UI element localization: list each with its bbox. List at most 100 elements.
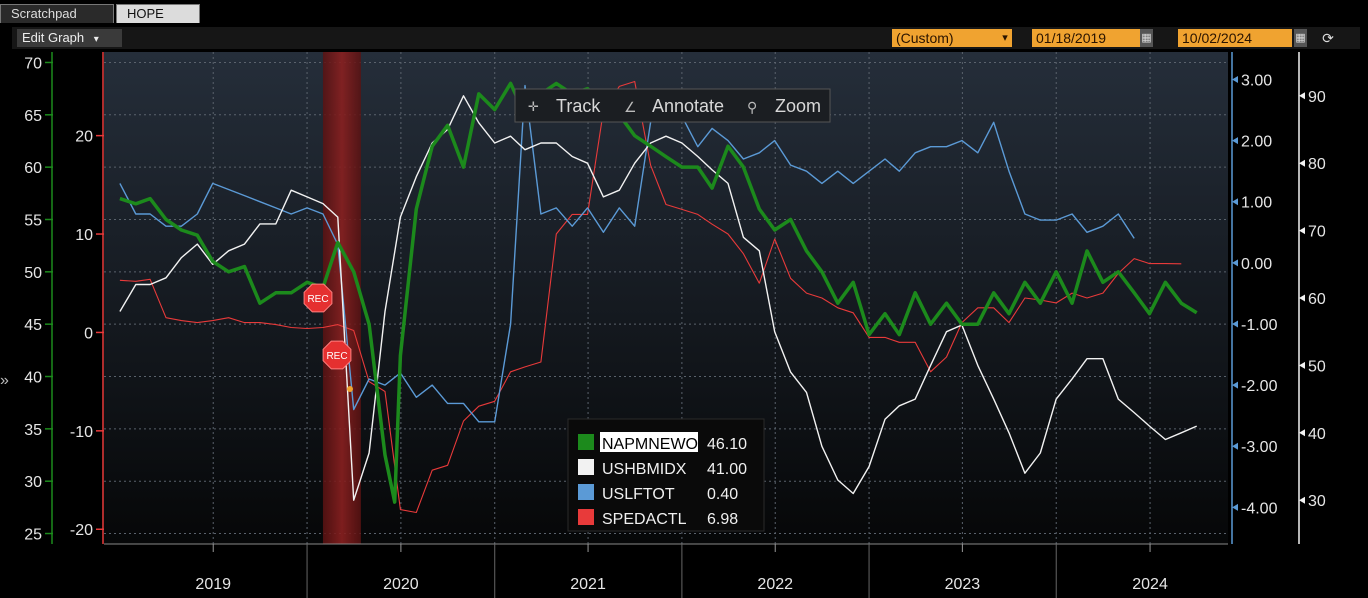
annotate-label: Annotate bbox=[652, 96, 724, 116]
y-tick bbox=[1232, 259, 1238, 267]
tab-hope[interactable]: HOPE bbox=[116, 4, 200, 23]
track-button[interactable]: ✛ Track bbox=[528, 96, 601, 116]
y-tick bbox=[1232, 381, 1238, 389]
y-tick-label: 0.00 bbox=[1241, 256, 1272, 273]
tab-scratchpad[interactable]: Scratchpad bbox=[0, 4, 114, 23]
calendar-icon[interactable]: ▦ bbox=[1140, 29, 1153, 47]
y-tick bbox=[1299, 159, 1305, 167]
chevron-down-icon: ▾ bbox=[93, 34, 99, 45]
legend-swatch bbox=[578, 484, 594, 500]
y-tick-label: 0 bbox=[84, 325, 93, 342]
chart-toolbar: ✛ Track ∠ Annotate ⚲ Zoom bbox=[514, 88, 831, 123]
grid-lines bbox=[104, 52, 1228, 544]
legend-series-value: 46.10 bbox=[707, 436, 747, 453]
axes: 25 30 35 40 45 50 55 60 65 70 -20 -10 0 10 20 -4.00 -3.0… bbox=[24, 52, 1326, 544]
y-tick-label: 30 bbox=[24, 474, 42, 491]
y-tick-label: 35 bbox=[24, 422, 42, 439]
y-tick-label: -4.00 bbox=[1241, 500, 1278, 517]
y-tick-label: 40 bbox=[1308, 426, 1326, 443]
legend-series-name: SPEDACTL bbox=[602, 511, 687, 528]
start-date-input[interactable]: 01/18/2019 bbox=[1032, 29, 1142, 47]
y-tick bbox=[1299, 361, 1305, 369]
magnifier-icon: ⚲ bbox=[747, 99, 757, 115]
end-date-input[interactable]: 10/02/2024 bbox=[1178, 29, 1292, 47]
y-tick bbox=[1232, 442, 1238, 450]
y-tick bbox=[1232, 198, 1238, 206]
y-tick-label: 50 bbox=[1308, 358, 1326, 375]
y-tick bbox=[1232, 503, 1238, 511]
legend-highlight bbox=[600, 432, 698, 452]
y-tick-label: 25 bbox=[24, 527, 42, 544]
y-tick bbox=[1232, 76, 1238, 84]
y-tick-label: -3.00 bbox=[1241, 439, 1278, 456]
y-tick-label: 30 bbox=[1308, 493, 1326, 510]
legend-series-name: USLFTOT bbox=[602, 486, 675, 503]
y-tick-label: -20 bbox=[70, 522, 93, 539]
chevron-down-icon[interactable]: ▾ bbox=[998, 29, 1012, 47]
x-tick-label: 2023 bbox=[945, 576, 981, 593]
recession-marker-label: REC bbox=[307, 294, 328, 305]
y-tick-label: -1.00 bbox=[1241, 317, 1278, 334]
refresh-icon[interactable]: ⟳ bbox=[1322, 30, 1334, 46]
legend-swatch bbox=[578, 509, 594, 525]
y-tick-label: 45 bbox=[24, 317, 42, 334]
y-tick-label: -10 bbox=[70, 424, 93, 441]
line-chart: REC REC 25 30 35 40 45 50 55 60 65 70 -20 -10 0 10 20 -4… bbox=[24, 52, 1326, 598]
y-tick-label: 1.00 bbox=[1241, 195, 1272, 212]
y-tick bbox=[1299, 496, 1305, 504]
range-preset-select[interactable]: (Custom) bbox=[892, 29, 1006, 47]
zoom-label: Zoom bbox=[775, 96, 821, 116]
x-tick-label: 2019 bbox=[195, 576, 231, 593]
legend-swatch bbox=[578, 434, 594, 450]
y-tick-label: 40 bbox=[24, 370, 42, 387]
series-line-spedactl bbox=[119, 80, 1182, 514]
x-tick-label: 2020 bbox=[383, 576, 419, 593]
y-tick bbox=[1299, 92, 1305, 100]
y-tick-label: 2.00 bbox=[1241, 134, 1272, 151]
x-axis: 2019 2020 2021 2022 2023 2024 bbox=[104, 543, 1228, 598]
series-line-napmnewo bbox=[119, 81, 1198, 504]
cursor-dot bbox=[347, 386, 353, 392]
x-tick-label: 2022 bbox=[757, 576, 793, 593]
y-tick-label: -2.00 bbox=[1241, 378, 1278, 395]
series-line-ushbmidx bbox=[119, 95, 1197, 501]
y-tick bbox=[1232, 137, 1238, 145]
y-tick bbox=[1299, 294, 1305, 302]
legend-series-name: USHBMIDX bbox=[602, 461, 687, 478]
y-tick-label: 60 bbox=[24, 160, 42, 177]
y-tick-label: 70 bbox=[24, 55, 42, 72]
y-tick-label: 65 bbox=[24, 108, 42, 125]
legend-series-name: NAPMNEWO bbox=[602, 436, 698, 453]
y-tick-label: 70 bbox=[1308, 224, 1326, 241]
legend-series-value: 6.98 bbox=[707, 511, 738, 528]
calendar-icon[interactable]: ▦ bbox=[1294, 29, 1307, 47]
recession-marker-label: REC bbox=[326, 351, 347, 362]
y-tick-label: 20 bbox=[75, 129, 93, 146]
legend-series-value: 41.00 bbox=[707, 461, 747, 478]
zoom-button[interactable]: ⚲ Zoom bbox=[747, 96, 821, 116]
x-tick-label: 2024 bbox=[1132, 576, 1168, 593]
series-line-uslftot bbox=[119, 84, 1135, 423]
y-tick bbox=[1299, 429, 1305, 437]
legend: NAPMNEWO 46.10 USHBMIDX 41.00 USLFTOT 0.40 SPE… bbox=[567, 418, 765, 532]
y-tick-label: 60 bbox=[1308, 291, 1326, 308]
crosshair-icon: ✛ bbox=[528, 99, 539, 114]
tab-bar: Scratchpad HOPE bbox=[0, 0, 1368, 24]
legend-series-value: 0.40 bbox=[707, 486, 738, 503]
expand-panel-icon[interactable]: » bbox=[0, 372, 9, 389]
y-tick-label: 55 bbox=[24, 212, 42, 229]
edit-graph-button[interactable]: Edit Graph ▾ bbox=[17, 29, 122, 47]
y-tick-label: 3.00 bbox=[1241, 73, 1272, 90]
y-tick-label: 50 bbox=[24, 265, 42, 282]
annotate-button[interactable]: ∠ Annotate bbox=[624, 96, 724, 116]
y-tick-label: 90 bbox=[1308, 89, 1326, 106]
recession-marker bbox=[303, 283, 333, 313]
y-tick-label: 80 bbox=[1308, 156, 1326, 173]
x-tick-label: 2021 bbox=[570, 576, 606, 593]
y-tick bbox=[1299, 227, 1305, 235]
edit-graph-label: Edit Graph bbox=[22, 30, 85, 45]
graph-toolbar: Edit Graph ▾ (Custom) ▾ 01/18/2019 ▦ 10/… bbox=[12, 27, 1360, 49]
recession-markers: REC REC bbox=[303, 283, 353, 392]
legend-swatch bbox=[578, 459, 594, 475]
series-lines bbox=[119, 80, 1198, 514]
